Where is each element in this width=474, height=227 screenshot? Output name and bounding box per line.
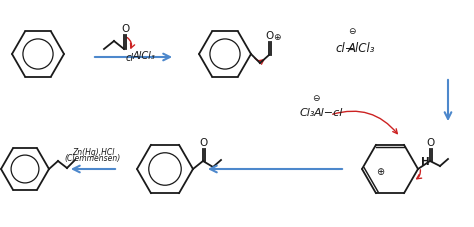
- Text: H: H: [421, 156, 430, 166]
- Text: AlCl₃: AlCl₃: [348, 42, 375, 55]
- Text: ⊕: ⊕: [376, 166, 384, 176]
- Text: O: O: [427, 137, 435, 147]
- FancyArrowPatch shape: [333, 112, 397, 134]
- Text: AlCl₃: AlCl₃: [133, 51, 156, 61]
- Text: Cl₃: Cl₃: [300, 108, 315, 118]
- Text: ⊕: ⊕: [273, 33, 281, 42]
- FancyArrowPatch shape: [417, 170, 422, 179]
- FancyArrowPatch shape: [128, 38, 135, 49]
- Text: ⊖: ⊖: [312, 94, 320, 103]
- Text: O: O: [121, 24, 129, 34]
- Text: cl−: cl−: [335, 42, 355, 55]
- FancyArrowPatch shape: [255, 59, 264, 65]
- Text: Al−cl: Al−cl: [314, 108, 343, 118]
- Text: O: O: [200, 137, 208, 147]
- Text: (Clemmensen): (Clemmensen): [65, 153, 121, 162]
- Text: cl: cl: [126, 53, 134, 63]
- Text: O: O: [266, 31, 274, 41]
- Text: ⊖: ⊖: [348, 27, 356, 36]
- Text: Zn(Hg),HCl: Zn(Hg),HCl: [72, 147, 114, 156]
